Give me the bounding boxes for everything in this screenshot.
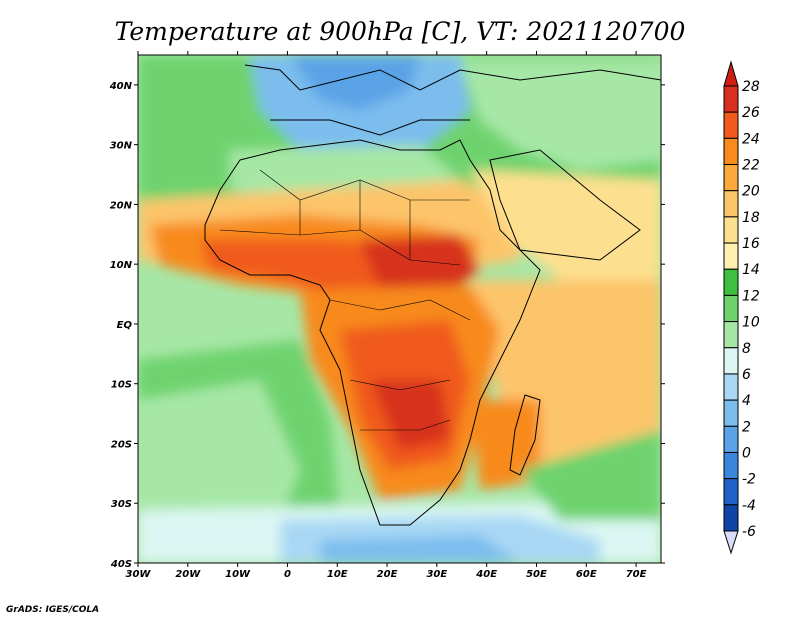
colorbar-label: -4	[742, 498, 756, 514]
x-tick-label: 10E	[327, 569, 348, 580]
coast-africa	[204, 139, 541, 526]
coast-madagascar	[509, 394, 541, 476]
y-tick-label: EQ	[117, 320, 133, 331]
field-southern-ocean-deep	[320, 535, 520, 563]
colorbar-segment	[723, 85, 739, 113]
x-tick-label: 20E	[377, 569, 398, 580]
colorbar-label: 0	[742, 445, 751, 461]
colorbar-label: 4	[742, 393, 751, 409]
colorbar-segment	[723, 425, 739, 453]
field-arabia	[470, 170, 661, 300]
border-south	[349, 379, 451, 431]
colorbar-label: 24	[742, 131, 760, 147]
colorbar-segment	[723, 268, 739, 296]
colorbar-label: 26	[742, 105, 760, 121]
x-tick-label: 50E	[526, 569, 547, 580]
border-north-south	[299, 180, 411, 260]
y-tick-label: 20N	[110, 200, 133, 211]
field-east-south-green	[520, 430, 661, 520]
y-tick-label: 40S	[110, 559, 132, 570]
colorbar-label: 16	[742, 236, 760, 252]
colorbar-label: 6	[742, 367, 751, 383]
colorbar-segment	[723, 190, 739, 218]
field-madagascar-warm	[470, 400, 540, 490]
colorbar-segment	[723, 321, 739, 349]
field-europe-cold	[290, 55, 420, 110]
colorbar-segment	[723, 216, 739, 244]
field-south-atlantic-light	[138, 380, 300, 520]
credit-label: GrADS: IGES/COLA	[6, 605, 99, 615]
colorbar-label: 28	[742, 79, 760, 95]
x-tick-label: 0	[284, 569, 291, 580]
y-tick-label: 30N	[110, 141, 133, 152]
colorbar-label: -6	[742, 524, 756, 540]
colorbar-top-arrow	[723, 60, 739, 87]
x-tick-label: 30W	[126, 569, 152, 580]
colorbar-segment	[723, 164, 739, 192]
colorbar-segment	[723, 111, 739, 139]
colorbar-segment	[723, 294, 739, 323]
y-tick-label: 20S	[111, 439, 132, 450]
colorbar-label: 20	[742, 184, 760, 200]
field-south-core	[370, 380, 450, 450]
y-tick-label: 30S	[111, 499, 132, 510]
coast-europe	[244, 64, 661, 91]
colorbar-label: 12	[742, 288, 760, 304]
y-tick-label: 10S	[111, 380, 132, 391]
colorbar-label: 2	[742, 419, 751, 435]
colorbar-label: 8	[742, 341, 751, 357]
colorbar-segment	[723, 451, 739, 480]
colorbar-label: 18	[742, 210, 760, 226]
colorbar-label: 10	[742, 315, 760, 331]
y-tick-label: 10N	[110, 260, 133, 271]
x-tick-label: 10W	[225, 569, 251, 580]
temperature-field	[138, 55, 661, 563]
colorbar-label: 22	[742, 158, 760, 174]
axes: 30W 20W 10W 0 10E 20E 30E 40E 50E 60E 70E 40N 30N 20N…	[109, 51, 665, 580]
colorbar-label: 14	[742, 262, 760, 278]
field-hot-core	[360, 235, 480, 300]
border-central	[329, 299, 471, 321]
coastlines	[204, 64, 661, 526]
colorbar-segment	[723, 242, 739, 270]
colorbar-segment	[723, 347, 739, 375]
x-tick-label: 70E	[626, 569, 647, 580]
x-tick-label: 40E	[475, 569, 497, 580]
colorbar-segment	[723, 504, 739, 532]
x-tick-label: 20W	[175, 569, 201, 580]
x-tick-label: 30E	[426, 569, 447, 580]
colorbar-segment	[723, 399, 739, 427]
colorbar-label: -2	[742, 472, 756, 488]
x-tick-label: 60E	[576, 569, 597, 580]
colorbar-segment	[723, 137, 739, 166]
borders	[219, 169, 471, 431]
plot-frame	[137, 54, 662, 564]
colorbar-segment	[723, 373, 739, 401]
coast-mediterranean	[270, 119, 470, 136]
chart-title: Temperature at 900hPa [C], VT: 202112070…	[115, 17, 686, 46]
field-middle-east	[460, 60, 661, 170]
colorbar-bottom-arrow	[723, 530, 739, 555]
y-tick-label: 40N	[109, 81, 133, 92]
colorbar-segment	[723, 478, 739, 506]
coast-arabia	[489, 149, 641, 261]
